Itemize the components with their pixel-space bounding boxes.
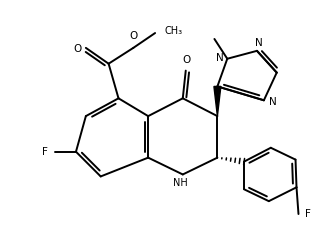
Text: N: N — [255, 38, 263, 48]
Text: O: O — [74, 44, 82, 54]
Text: O: O — [129, 31, 138, 41]
Text: NH: NH — [173, 178, 188, 188]
Text: N: N — [269, 97, 276, 107]
Text: O: O — [183, 55, 191, 65]
Text: F: F — [42, 147, 48, 157]
Text: CH₃: CH₃ — [165, 26, 183, 36]
Text: N: N — [215, 53, 223, 63]
Text: F: F — [305, 209, 311, 219]
Polygon shape — [214, 86, 221, 116]
